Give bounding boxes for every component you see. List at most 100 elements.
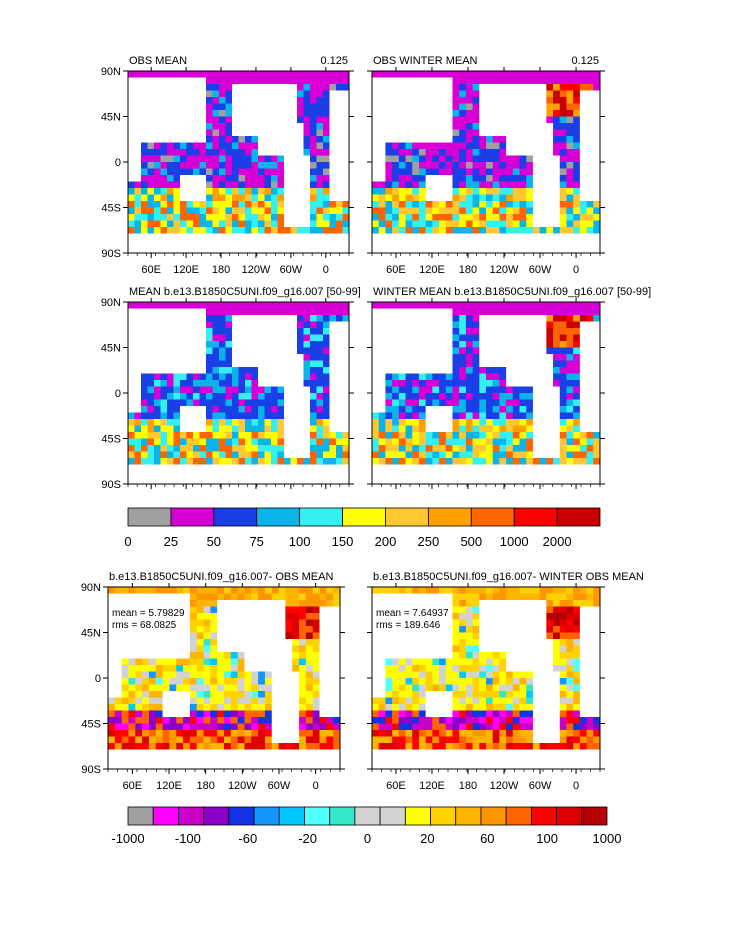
map-cell: [432, 425, 440, 433]
map-cell: [546, 451, 554, 459]
map-cell: [147, 103, 155, 111]
map-cell: [385, 97, 393, 104]
map-cell: [559, 246, 567, 254]
map-cell: [553, 328, 561, 335]
map-cell: [303, 315, 311, 322]
map-cell: [405, 175, 413, 182]
map-cell: [258, 201, 265, 208]
map-cell: [167, 97, 174, 104]
map-cell: [378, 302, 386, 309]
map-cell: [559, 188, 567, 195]
map-cell: [264, 227, 272, 234]
map-cell: [264, 723, 273, 731]
map-cell: [445, 438, 453, 446]
map-cell: [323, 136, 330, 143]
map-cell: [323, 419, 330, 426]
map-cell: [271, 639, 279, 646]
map-cell: [336, 227, 343, 234]
map-cell: [277, 380, 285, 387]
map-cell: [225, 393, 233, 400]
map-cell: [329, 142, 337, 150]
map-cell: [238, 419, 246, 426]
map-cell: [316, 445, 324, 452]
map-cell: [237, 639, 245, 646]
map-cell: [167, 360, 174, 368]
map-cell: [459, 471, 467, 478]
map-cell: [385, 321, 393, 329]
map-cell: [290, 129, 298, 137]
map-cell: [532, 123, 541, 130]
map-cell: [329, 90, 337, 98]
map-cell: [459, 419, 467, 426]
map-cell: [329, 438, 337, 446]
map-cell: [499, 149, 507, 156]
map-cell: [499, 321, 507, 329]
map-cell: [432, 103, 440, 111]
map-cell: [492, 84, 500, 91]
map-cell: [108, 691, 116, 698]
map-cell: [329, 308, 337, 316]
map-cell: [439, 367, 447, 374]
map-cell: [492, 477, 500, 485]
map-cell: [199, 399, 207, 407]
map-cell: [251, 393, 259, 400]
map-cell: [512, 240, 520, 247]
map-cell: [418, 71, 427, 78]
map-cell: [186, 438, 194, 446]
map-cell: [147, 477, 155, 485]
map-cell: [258, 593, 266, 601]
map-cell: [336, 471, 343, 478]
map-cell: [245, 393, 252, 400]
map-cell: [432, 175, 440, 182]
map-cell: [225, 240, 233, 247]
map-cell: [333, 587, 341, 594]
map-cell: [439, 477, 447, 485]
map-cell: [134, 162, 142, 169]
map-cell: [292, 600, 300, 607]
map-cell: [186, 233, 194, 241]
map-cell: [134, 302, 142, 309]
map-cell: [277, 347, 285, 355]
map-cell: [465, 321, 473, 329]
map-cell: [141, 129, 148, 137]
map-cell: [526, 201, 534, 208]
map-cell: [392, 373, 400, 381]
map-cell: [264, 110, 272, 117]
map-cell: [176, 697, 184, 705]
map-cell: [271, 175, 278, 182]
map-cell: [258, 665, 266, 672]
map-cell: [142, 600, 150, 607]
map-cell: [479, 412, 487, 420]
map-cell: [486, 129, 494, 137]
map-cell: [238, 438, 246, 446]
map-cell: [418, 308, 427, 316]
map-cell: [432, 308, 440, 316]
map-cell: [312, 691, 320, 698]
map-cell: [526, 168, 534, 176]
map-cell: [271, 451, 278, 459]
map-cell: [439, 181, 447, 189]
map-cell: [586, 77, 594, 85]
map-cell: [519, 302, 527, 309]
map-cell: [492, 373, 500, 381]
map-cell: [245, 136, 252, 143]
map-cell: [378, 373, 386, 381]
map-cell: [167, 445, 174, 452]
map-cell: [336, 341, 343, 348]
map-cell: [472, 373, 480, 381]
map-cell: [573, 386, 581, 394]
map-cell: [154, 84, 161, 91]
map-cell: [579, 155, 587, 163]
map-cell: [238, 380, 246, 387]
map-cell: [472, 188, 480, 195]
map-cell: [532, 360, 541, 368]
map-cell: [432, 360, 440, 368]
map-cell: [251, 110, 259, 117]
map-cell: [212, 116, 220, 124]
map-cell: [154, 90, 161, 98]
map-cell: [230, 658, 239, 666]
map-cell: [459, 181, 467, 189]
map-cell: [372, 406, 380, 413]
map-cell: [135, 632, 143, 640]
map-cell: [173, 77, 181, 85]
